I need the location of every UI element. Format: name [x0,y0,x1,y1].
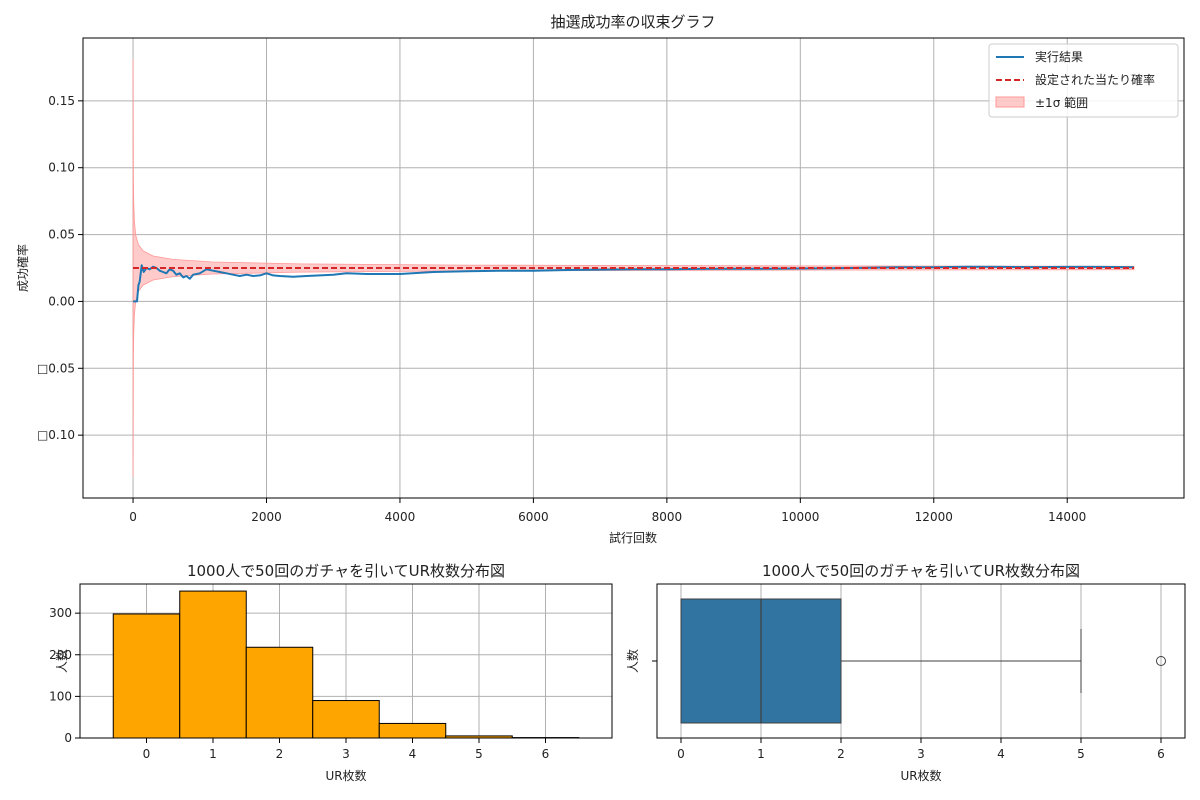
ur-boxplot-x-tick-label: 6 [1157,747,1165,761]
legend-target-label: 設定された当たり確率 [1035,72,1155,87]
convergence-y-tick-label: 0.05 [48,228,75,242]
ur-boxplot-shapes [680,598,1166,724]
ur-boxplot-x-tick-label: 2 [837,747,845,761]
ur-histogram-x-axis-label: UR枚数 [325,768,366,783]
convergence-x-axis-label: 試行回数 [609,530,657,545]
ur-histogram-bar [112,613,181,739]
ur-histogram-x-tick-label: 6 [542,747,550,761]
ur-histogram-y-axis-label: 人数 [54,649,69,673]
ur-boxplot-chart: 1000人で50回のガチャを引いてUR枚数分布図 0 1 2 3 4 5 6 UR枚数 人数 [625,562,1186,783]
ur-boxplot-y-axis-label: 人数 [625,649,640,673]
convergence-x-tick-label: 2000 [251,510,282,524]
convergence-series [133,264,1135,303]
ur-histogram-y-tick-label: 200 [49,648,72,662]
ur-histogram-bar [378,722,447,739]
ur-boxplot-x-axis-label: UR枚数 [900,768,941,783]
convergence-x-ticks: 0 2000 4000 6000 8000 10000 12000 14000 [129,498,1086,524]
ur-boxplot-x-tick-label: 4 [997,747,1005,761]
ur-boxplot-title: 1000人で50回のガチャを引いてUR枚数分布図 [762,562,1080,580]
ur-boxplot-x-tick-label: 3 [917,747,925,761]
convergence-y-tick-label: 0.15 [48,94,75,108]
ur-histogram-y-tick-label: 300 [49,606,72,620]
convergence-x-tick-label: 10000 [781,510,819,524]
ur-histogram-x-tick-label: 3 [342,747,350,761]
ur-histogram-x-tick-label: 2 [276,747,284,761]
ur-histogram-bar [245,646,314,739]
ur-boxplot-outlier [1156,656,1166,666]
ur-histogram-x-tick-label: 1 [209,747,217,761]
convergence-legend: 実行結果 設定された当たり確率 ±1σ 範囲 [988,43,1179,118]
ur-histogram-x-ticks: 0 1 2 3 4 5 6 [143,738,550,761]
ur-boxplot-x-tick-label: 0 [677,747,685,761]
convergence-y-tick-label: 0.00 [48,294,75,308]
convergence-x-tick-label: 12000 [915,510,953,524]
convergence-plot-frame [82,37,1185,499]
legend-result-label: 実行結果 [1035,49,1083,64]
ur-histogram-y-tick-label: 100 [49,689,72,703]
convergence-chart-title: 抽選成功率の収束グラフ [550,13,715,31]
convergence-chart: 抽選成功率の収束グラフ 0 2000 4000 6000 8000 10000 12000 1… [15,13,1185,545]
convergence-y-tick-label: □0.10 [37,428,75,442]
ur-histogram-x-tick-label: 4 [409,747,417,761]
convergence-y-axis-label: 成功確率 [15,244,30,292]
legend-band-swatch [995,96,1025,108]
convergence-x-tick-label: 0 [129,510,137,524]
convergence-x-tick-label: 4000 [385,510,416,524]
ur-histogram-y-tick-label: 0 [64,731,72,745]
convergence-x-tick-label: 8000 [652,510,683,524]
ur-histogram-bars [112,590,580,739]
ur-histogram-y-ticks: 0 100 200 300 [49,606,80,745]
convergence-x-tick-label: 14000 [1048,510,1086,524]
ur-histogram-bar [179,590,247,739]
ur-boxplot-x-tick-label: 5 [1077,747,1085,761]
ur-histogram-x-tick-label: 5 [475,747,483,761]
convergence-y-tick-label: 0.10 [48,161,75,175]
result-line [133,264,1135,303]
legend-band-label: ±1σ 範囲 [1035,95,1088,110]
ur-boxplot-x-tick-label: 1 [757,747,765,761]
convergence-x-tick-label: 6000 [518,510,549,524]
convergence-y-tick-label: □0.05 [37,361,75,375]
ur-histogram-chart: 1000人で50回のガチャを引いてUR枚数分布図 0 1 2 3 4 5 6 0 100 200… [49,562,613,783]
ur-boxplot-x-ticks: 0 1 2 3 4 5 6 [677,738,1165,761]
ur-histogram-bar [312,700,380,739]
ur-histogram-title: 1000人で50回のガチャを引いてUR枚数分布図 [187,562,505,580]
convergence-y-ticks: □0.10 □0.05 0.00 0.05 0.10 0.15 [37,94,83,442]
ur-histogram-x-tick-label: 0 [143,747,151,761]
legend-frame [988,43,1179,118]
